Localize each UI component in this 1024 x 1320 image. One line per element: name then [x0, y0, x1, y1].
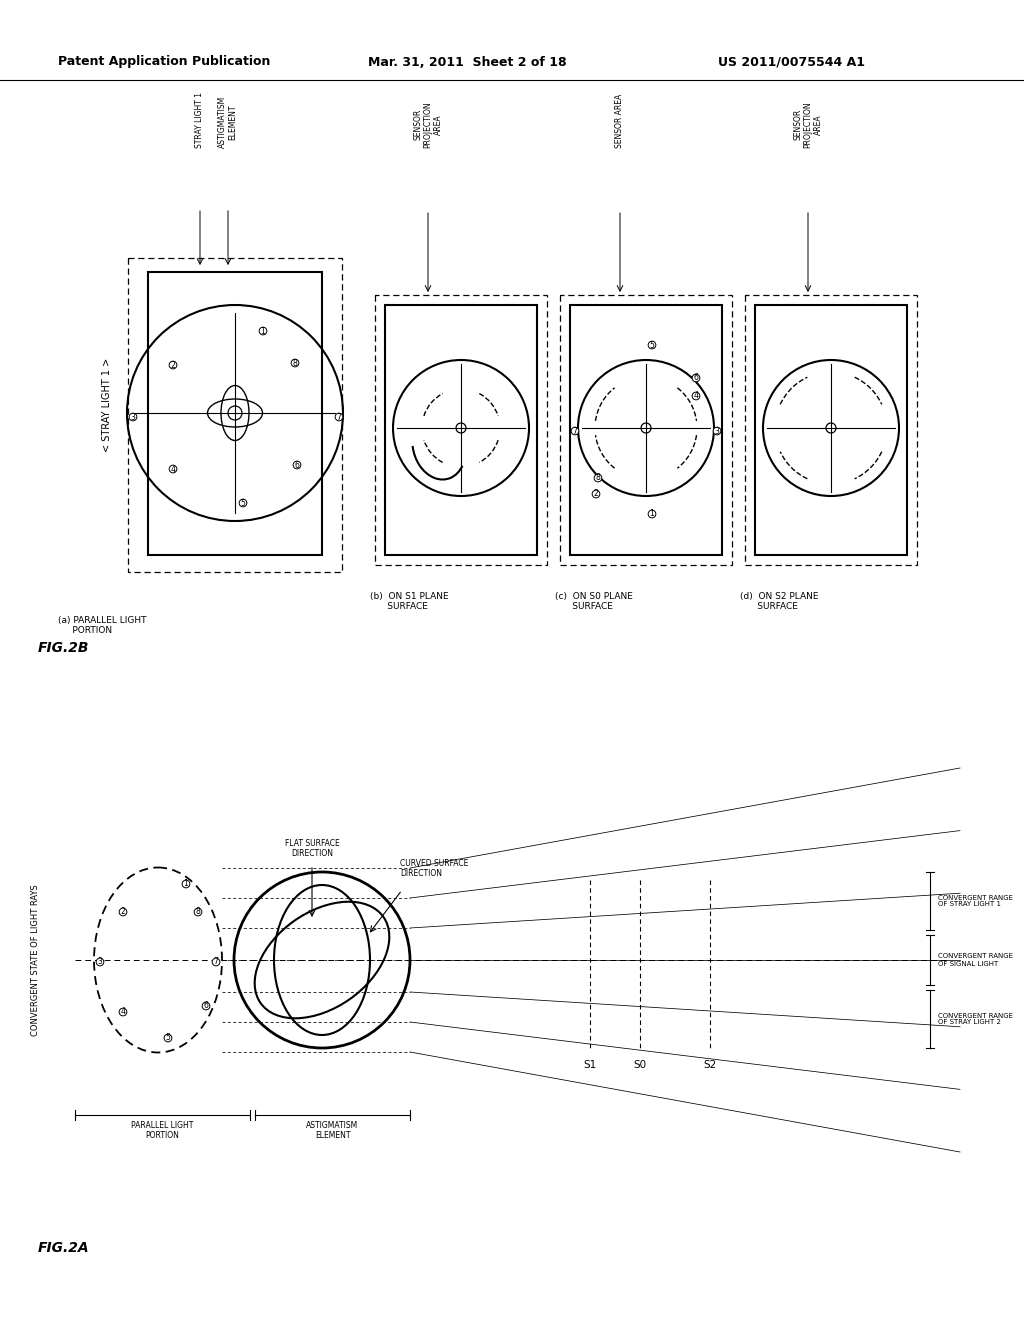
Text: 2: 2: [121, 908, 125, 916]
Circle shape: [293, 461, 301, 469]
Text: 1: 1: [649, 510, 654, 519]
Text: CONVERGENT STATE OF LIGHT RAYS: CONVERGENT STATE OF LIGHT RAYS: [32, 884, 41, 1036]
Text: FIG.2B: FIG.2B: [38, 642, 89, 655]
Circle shape: [182, 880, 189, 888]
Text: 8: 8: [596, 474, 600, 483]
Text: 4: 4: [171, 465, 175, 474]
Text: 8: 8: [196, 908, 201, 916]
Circle shape: [648, 341, 655, 348]
Text: SENSOR AREA: SENSOR AREA: [615, 94, 625, 148]
Circle shape: [202, 1002, 210, 1010]
Text: 3: 3: [97, 957, 102, 966]
Circle shape: [195, 908, 202, 916]
Text: 1: 1: [183, 879, 188, 888]
Text: 1: 1: [260, 326, 265, 335]
Text: FIG.2A: FIG.2A: [38, 1241, 90, 1255]
Text: ASTIGMATISM
ELEMENT: ASTIGMATISM ELEMENT: [306, 1121, 358, 1140]
Circle shape: [713, 428, 721, 434]
Circle shape: [129, 413, 137, 421]
Text: CURVED SURFACE
DIRECTION: CURVED SURFACE DIRECTION: [400, 858, 468, 878]
Circle shape: [169, 465, 177, 473]
Text: (c)  ON S0 PLANE
      SURFACE: (c) ON S0 PLANE SURFACE: [555, 591, 633, 611]
Text: 8: 8: [293, 359, 297, 367]
Text: S2: S2: [703, 1060, 717, 1071]
Text: SENSOR
PROJECTION
AREA: SENSOR PROJECTION AREA: [794, 102, 823, 148]
Text: 7: 7: [572, 426, 578, 436]
Text: 3: 3: [131, 412, 135, 421]
Text: 5: 5: [166, 1034, 170, 1043]
Text: < STRAY LIGHT 1 >: < STRAY LIGHT 1 >: [102, 358, 112, 453]
Circle shape: [692, 374, 699, 381]
Text: 4: 4: [693, 392, 698, 400]
Text: ASTIGMATISM
ELEMENT: ASTIGMATISM ELEMENT: [218, 96, 238, 148]
Circle shape: [571, 428, 579, 434]
Text: CONVERGENT RANGE
OF SIGNAL LIGHT: CONVERGENT RANGE OF SIGNAL LIGHT: [938, 953, 1013, 966]
Text: 6: 6: [693, 374, 698, 383]
Text: 4: 4: [121, 1007, 126, 1016]
Circle shape: [692, 392, 699, 400]
Text: S0: S0: [634, 1060, 646, 1071]
Circle shape: [119, 908, 127, 916]
Circle shape: [291, 359, 299, 367]
Circle shape: [259, 327, 267, 335]
Text: CONVERGENT RANGE
OF STRAY LIGHT 1: CONVERGENT RANGE OF STRAY LIGHT 1: [938, 895, 1013, 908]
Text: 6: 6: [295, 461, 299, 470]
Circle shape: [648, 510, 655, 517]
Text: 6: 6: [204, 1002, 209, 1011]
Circle shape: [169, 362, 177, 368]
Text: 2: 2: [171, 360, 175, 370]
Text: FLAT SURFACE
DIRECTION: FLAT SURFACE DIRECTION: [285, 838, 339, 858]
Text: Mar. 31, 2011  Sheet 2 of 18: Mar. 31, 2011 Sheet 2 of 18: [368, 55, 566, 69]
Circle shape: [240, 499, 247, 507]
Text: 7: 7: [337, 412, 341, 421]
Circle shape: [119, 1008, 127, 1016]
Text: (b)  ON S1 PLANE
      SURFACE: (b) ON S1 PLANE SURFACE: [370, 591, 449, 611]
Text: SENSOR
PROJECTION
AREA: SENSOR PROJECTION AREA: [413, 102, 443, 148]
Text: US 2011/0075544 A1: US 2011/0075544 A1: [718, 55, 865, 69]
Text: 2: 2: [594, 490, 598, 499]
Text: Patent Application Publication: Patent Application Publication: [58, 55, 270, 69]
Text: S1: S1: [584, 1060, 597, 1071]
Circle shape: [594, 474, 602, 482]
Circle shape: [212, 958, 220, 966]
Text: CONVERGENT RANGE
OF STRAY LIGHT 2: CONVERGENT RANGE OF STRAY LIGHT 2: [938, 1012, 1013, 1026]
Text: (d)  ON S2 PLANE
      SURFACE: (d) ON S2 PLANE SURFACE: [740, 591, 818, 611]
Text: 5: 5: [241, 499, 246, 507]
Circle shape: [335, 413, 343, 421]
Text: (a) PARALLEL LIGHT
     PORTION: (a) PARALLEL LIGHT PORTION: [58, 616, 146, 635]
Text: 7: 7: [214, 957, 218, 966]
Circle shape: [96, 958, 103, 966]
Circle shape: [164, 1034, 172, 1041]
Text: STRAY LIGHT 1: STRAY LIGHT 1: [196, 92, 205, 148]
Text: PARALLEL LIGHT
PORTION: PARALLEL LIGHT PORTION: [131, 1121, 194, 1140]
Text: 5: 5: [649, 341, 654, 350]
Circle shape: [592, 490, 600, 498]
Text: 3: 3: [715, 426, 720, 436]
